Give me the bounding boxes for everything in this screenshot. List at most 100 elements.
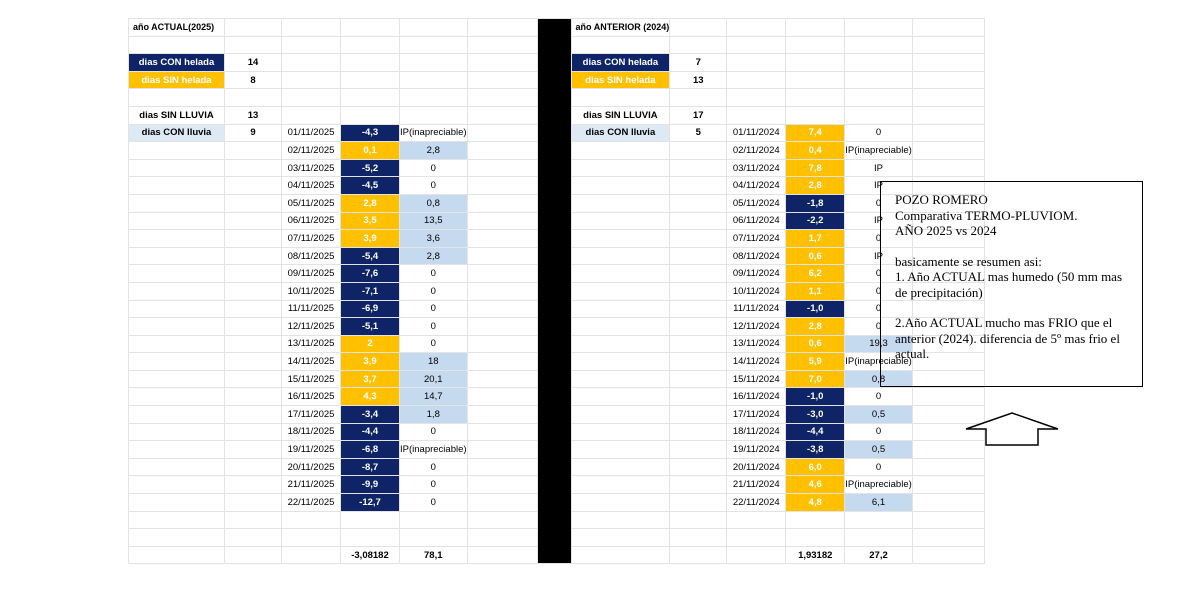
current-frost-count: 14: [224, 53, 282, 72]
empty-cell: [570, 193, 671, 213]
empty-cell: [466, 334, 538, 354]
empty-cell: [669, 317, 728, 336]
empty-cell: [224, 176, 282, 195]
date-cell: 15/11/2024: [726, 369, 787, 389]
empty-cell: [466, 299, 538, 319]
rainfall-cell: 0,8: [844, 369, 913, 389]
table-row: 10/11/2025 -7,1 0 10/11/2024 1,1 0: [128, 281, 985, 301]
rainfall-cell: 0: [399, 475, 468, 495]
empty-cell: [570, 176, 671, 195]
date-cell: 15/11/2025: [281, 369, 341, 389]
empty-cell: [844, 510, 913, 530]
empty-cell: [669, 457, 728, 477]
empty-cell: [466, 352, 538, 371]
empty-cell: [669, 493, 728, 512]
temperature-cell: 4,8: [785, 493, 846, 512]
empty-cell: [726, 510, 787, 530]
empty-cell: [224, 493, 282, 512]
previous-frost-label: dias CON helada: [570, 53, 671, 72]
temperature-cell: 0,6: [785, 246, 846, 266]
empty-cell: [570, 281, 671, 301]
empty-cell: [128, 493, 225, 512]
rainfall-cell: 0: [399, 299, 468, 319]
empty-cell: [669, 387, 728, 407]
empty-cell: [128, 475, 225, 495]
empty-cell: [570, 334, 671, 354]
date-cell: 03/11/2025: [281, 158, 341, 178]
temperature-cell: 7,4: [785, 123, 846, 143]
note-intro: basicamente se resumen asi:: [895, 253, 1042, 269]
empty-cell: [570, 528, 671, 547]
rainfall-cell: 0: [399, 281, 468, 301]
date-cell: 05/11/2025: [281, 193, 341, 213]
rainfall-cell: 0: [399, 422, 468, 442]
empty-cell: [911, 457, 985, 477]
empty-cell: [281, 545, 341, 565]
empty-cell: [466, 493, 538, 512]
empty-cell: [669, 475, 728, 495]
empty-cell: [570, 405, 671, 424]
temperature-cell: -5,4: [340, 246, 400, 266]
table-row: 05/11/2025 2,8 0,8 05/11/2024 -1,8 0: [128, 193, 985, 213]
rainfall-cell: 18: [399, 352, 468, 371]
empty-cell: [785, 510, 846, 530]
current-rain-count: 9: [224, 123, 282, 143]
date-cell: 21/11/2024: [726, 475, 787, 495]
date-cell: 11/11/2025: [281, 299, 341, 319]
empty-cell: [466, 246, 538, 266]
temperature-cell: 3,9: [340, 352, 400, 371]
temperature-cell: -1,0: [785, 299, 846, 319]
empty-cell: [128, 510, 225, 530]
spreadsheet: año ACTUAL(2025) año ANTERIOR (2024) dia…: [128, 17, 985, 565]
empty-cell: [224, 193, 282, 213]
empty-cell: [128, 334, 225, 354]
date-cell: 07/11/2024: [726, 229, 787, 248]
empty-cell: [224, 264, 282, 283]
rainfall-cell: 13,5: [399, 211, 468, 231]
date-cell: 04/11/2024: [726, 176, 787, 195]
date-cell: 21/11/2025: [281, 475, 341, 495]
table-row: 03/11/2025 -5,2 0 03/11/2024 7,8 IP: [128, 158, 985, 178]
current-nofrost-label: dias SIN helada: [128, 70, 225, 90]
empty-cell: [726, 528, 787, 547]
empty-cell: [911, 493, 985, 512]
date-cell: 09/11/2024: [726, 264, 787, 283]
temperature-cell: -7,6: [340, 264, 400, 283]
temperature-cell: -7,1: [340, 281, 400, 301]
temperature-cell: -6,9: [340, 299, 400, 319]
empty-cell: [466, 123, 538, 143]
temperature-cell: 2,8: [340, 193, 400, 213]
empty-cell: [911, 387, 985, 407]
temperature-cell: -9,9: [340, 475, 400, 495]
empty-cell: [466, 405, 538, 424]
table-row: 21/11/2025 -9,9 0 21/11/2024 4,6 IP(inaprecia…: [128, 475, 985, 495]
rainfall-cell: IP: [844, 158, 913, 178]
previous-year-title: año ANTERIOR (2024): [570, 18, 671, 37]
date-cell: 06/11/2024: [726, 211, 787, 231]
temperature-cell: 0,6: [785, 334, 846, 354]
rainfall-cell: 2,8: [399, 141, 468, 160]
temperature-cell: 3,9: [340, 229, 400, 248]
temperature-cell: -1,0: [785, 387, 846, 407]
empty-cell: [224, 317, 282, 336]
temperature-cell: -4,3: [340, 123, 400, 143]
previous-norain-label: dias SIN LLUVIA: [570, 105, 671, 125]
empty-cell: [669, 545, 728, 565]
empty-cell: [669, 369, 728, 389]
rainfall-cell: 0: [399, 176, 468, 195]
current-norain-count: 13: [224, 105, 282, 125]
empty-cell: [466, 193, 538, 213]
temperature-cell: 7,8: [785, 158, 846, 178]
temperature-cell: 6,2: [785, 264, 846, 283]
empty-cell: [466, 369, 538, 389]
date-cell: 20/11/2024: [726, 457, 787, 477]
empty-cell: [466, 457, 538, 477]
empty-cell: [128, 229, 225, 248]
empty-cell: [224, 352, 282, 371]
rainfall-cell: 0,8: [399, 193, 468, 213]
empty-cell: [570, 475, 671, 495]
rainfall-cell: IP(inapreciable): [844, 475, 913, 495]
empty-cell: [224, 158, 282, 178]
temperature-cell: 0,4: [785, 141, 846, 160]
rainfall-cell: 0,5: [844, 440, 913, 459]
